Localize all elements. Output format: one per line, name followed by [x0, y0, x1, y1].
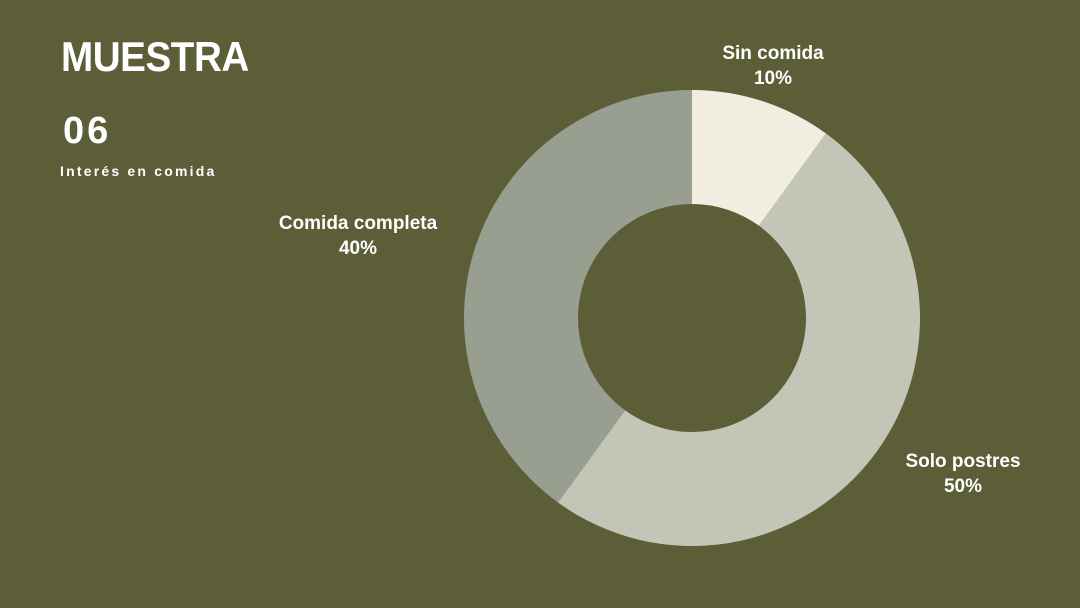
donut-slice-comida-completa — [463, 89, 692, 503]
donut-slice-sin-comida — [692, 90, 827, 226]
slice-label-comida-completa: Comida completa 40% — [279, 211, 437, 261]
slide-title: MUESTRA — [61, 33, 249, 80]
slice-label-text: Solo postres — [905, 451, 1021, 472]
slice-label-text: Sin comida — [722, 43, 824, 64]
slice-label-sin-comida: Sin comida 10% — [722, 41, 823, 91]
slice-label-text: Comida completa — [278, 213, 438, 234]
slide-subtitle: Interés en comida — [60, 163, 217, 179]
slice-label-value: 50% — [943, 476, 983, 497]
slide-page-number: 06 — [63, 110, 112, 152]
donut-slice-solo-postres — [557, 133, 921, 547]
slice-label-value: 40% — [338, 238, 378, 259]
slice-label-solo-postres: Solo postres 50% — [905, 449, 1020, 499]
slice-label-value: 10% — [753, 68, 793, 89]
